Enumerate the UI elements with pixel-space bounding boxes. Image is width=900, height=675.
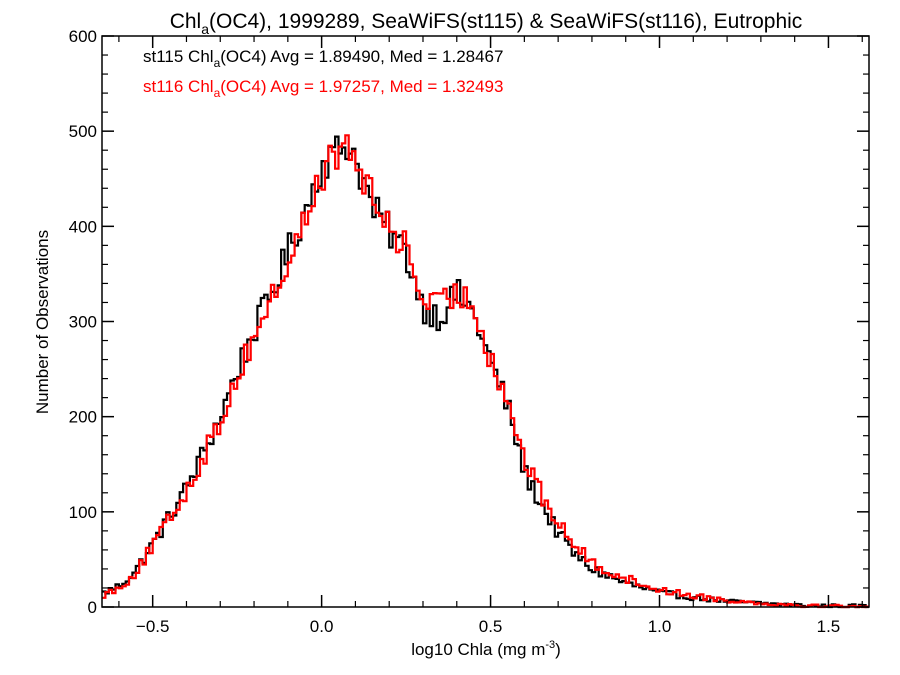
x-axis-label: log10 Chla (mg m-3) <box>411 639 561 659</box>
series-line-1 <box>102 134 869 609</box>
x-tick-label: 1.0 <box>648 617 672 636</box>
legend-st115-subscript: a <box>214 56 221 70</box>
y-tick-label: 500 <box>69 122 97 141</box>
x-tick-label: 1.5 <box>817 617 841 636</box>
y-tick-label: 400 <box>69 217 97 236</box>
x-tick-label: 0.0 <box>310 617 334 636</box>
x-axis-label-rest: ) <box>555 640 561 659</box>
y-tick-label: 0 <box>88 598 97 617</box>
chart-title-subscript: a <box>201 21 209 37</box>
chart-title-main: Chl <box>170 10 202 33</box>
legend-st115-rest: (OC4) Avg = 1.89490, Med = 1.28467 <box>220 47 503 66</box>
chart-title: Chla(OC4), 1999289, SeaWiFS(st115) & Sea… <box>170 10 803 37</box>
x-axis-label-superscript: -3 <box>545 639 555 651</box>
legend-st116-rest: (OC4) Avg = 1.97257, Med = 1.32493 <box>220 77 503 96</box>
legend-entry-st116: st116 Chla(OC4) Avg = 1.97257, Med = 1.3… <box>143 77 503 100</box>
chart-title-rest: (OC4), 1999289, SeaWiFS(st115) & SeaWiFS… <box>209 10 802 33</box>
y-tick-label: 100 <box>69 503 97 522</box>
series-line-0 <box>102 135 869 609</box>
legend-st115-main: st115 Chl <box>143 47 214 66</box>
y-axis-label: Number of Observations <box>33 230 52 414</box>
x-axis-label-main: log10 Chla (mg m <box>411 640 545 659</box>
y-tick-label: 600 <box>69 27 97 46</box>
x-tick-label: 0.5 <box>479 617 503 636</box>
legend-st116-subscript: a <box>214 86 221 100</box>
legend-st116-main: st116 Chl <box>143 77 214 96</box>
y-tick-label: 200 <box>69 408 97 427</box>
axis-layer: −0.5 0.0 0.5 1.0 1.5 0 100 200 300 400 500 600 <box>69 27 869 636</box>
x-tick-label: −0.5 <box>136 617 170 636</box>
plot-frame <box>101 35 870 608</box>
series-layer <box>102 134 869 609</box>
legend-entry-st115: st115 Chla(OC4) Avg = 1.89490, Med = 1.2… <box>143 47 503 70</box>
y-tick-label: 300 <box>69 313 97 332</box>
